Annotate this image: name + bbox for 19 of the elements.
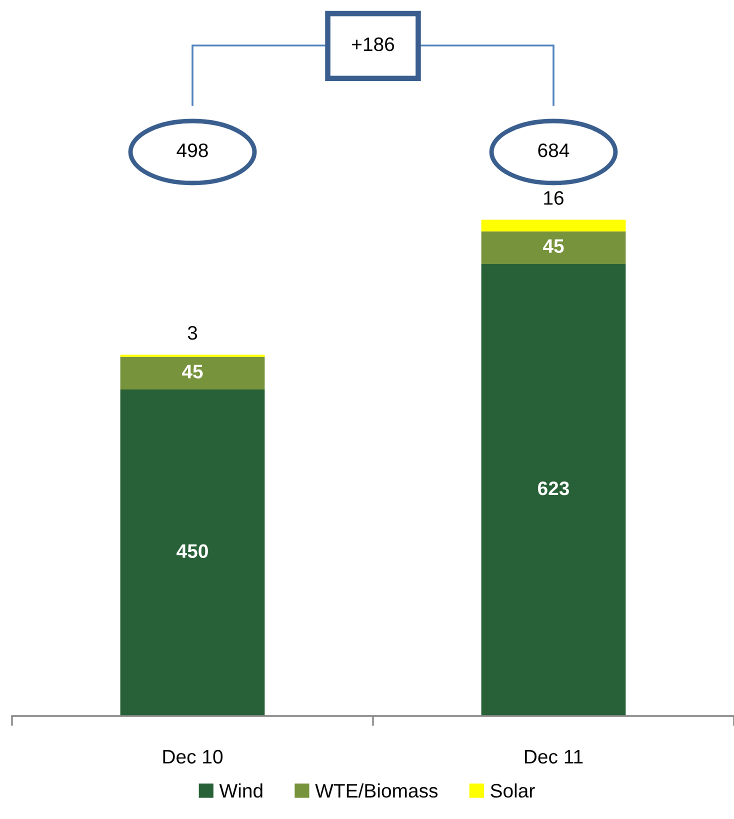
data-label: 45 bbox=[182, 364, 203, 378]
data-label: 623 bbox=[538, 481, 570, 496]
legend-label: Solar bbox=[490, 783, 535, 798]
data-label: 450 bbox=[176, 544, 208, 558]
bar bbox=[481, 220, 626, 232]
x-tick-label: Dec 10 bbox=[163, 750, 223, 764]
legend-label: WTE/Biomass bbox=[315, 783, 438, 798]
bar bbox=[120, 390, 265, 716]
text: +186 bbox=[352, 37, 394, 52]
data-label: 3 bbox=[188, 326, 198, 340]
bar bbox=[481, 264, 626, 716]
bar bbox=[120, 356, 265, 390]
data-label: 45 bbox=[542, 239, 564, 253]
text: 684 bbox=[538, 143, 570, 158]
bar bbox=[481, 231, 626, 264]
x-tick-label: Dec 11 bbox=[525, 750, 583, 764]
legend-label: Wind bbox=[219, 783, 262, 798]
data-label: 16 bbox=[544, 191, 564, 205]
text: 498 bbox=[176, 143, 208, 158]
